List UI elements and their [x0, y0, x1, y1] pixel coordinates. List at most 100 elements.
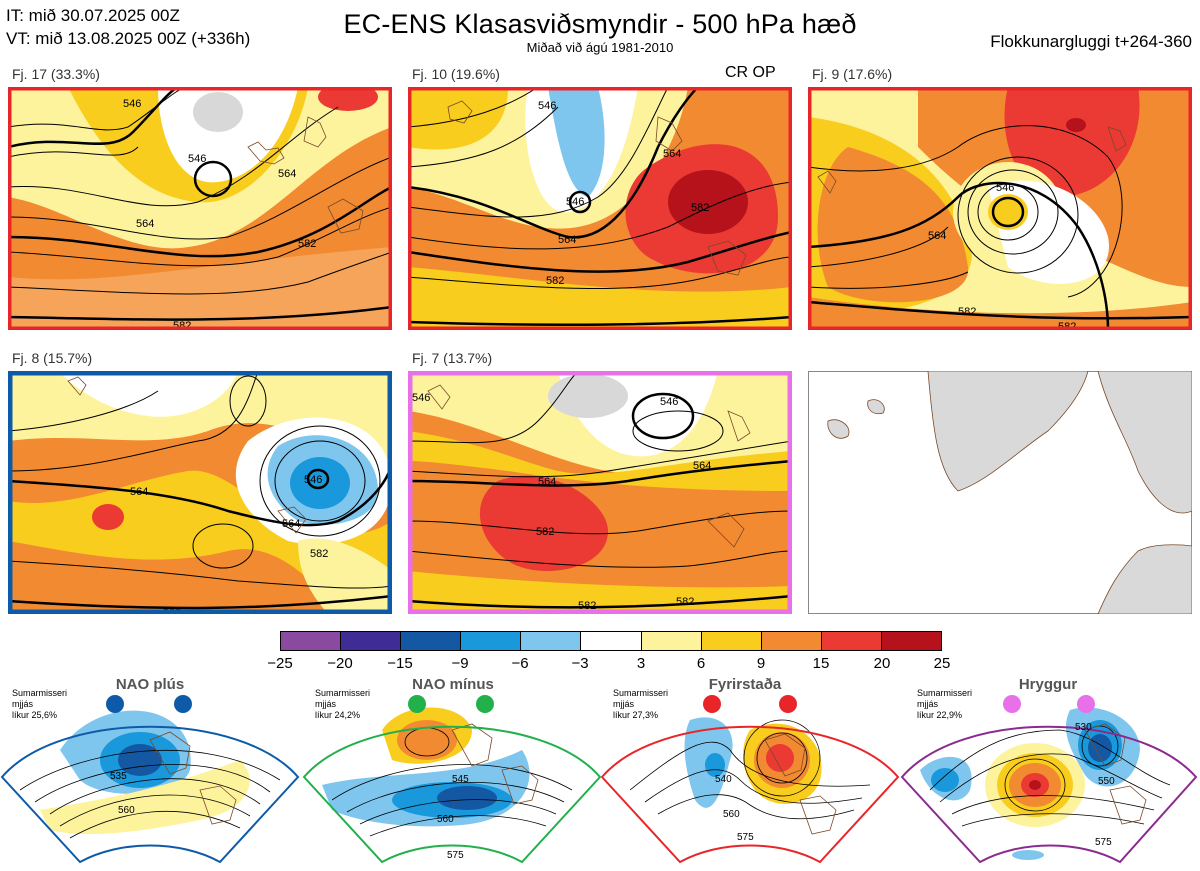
contour-label: 546	[188, 153, 206, 165]
colorbar-tick: 15	[812, 655, 830, 672]
cluster-map-3: 546 564 582 582	[808, 87, 1192, 330]
colorbar-bin	[581, 632, 642, 650]
contour-label: 546	[660, 396, 678, 408]
colorbar-tick: 9	[756, 655, 766, 672]
clustering-window: Flokkunargluggi t+264-360	[990, 32, 1192, 51]
contour-label: 564	[928, 230, 946, 242]
colorbar-tick: −6	[511, 655, 529, 672]
panel-label-5: Fj. 7 (13.7%)	[412, 350, 493, 366]
panel-label-2: Fj. 10 (19.6%)	[412, 66, 500, 82]
regime-info-3: Sumarmisseri mjjás líkur 27,3%	[613, 688, 668, 721]
colorbar-bin	[761, 632, 822, 650]
contour-label: 575	[447, 850, 464, 861]
init-time: IT: mið 30.07.2025 00Z	[6, 6, 180, 25]
regime-title-4: Hryggur	[1018, 676, 1078, 693]
contour-label: 582	[310, 548, 328, 560]
contour-label: 560	[723, 809, 740, 820]
cluster-frame-4	[8, 371, 392, 614]
regime-probability: líkur 22,9%	[917, 710, 963, 720]
contour-label: 540	[715, 774, 732, 785]
colorbar-bin	[821, 632, 882, 650]
regime-season: Sumarmisseri	[315, 688, 371, 698]
colorbar-tick: 25	[933, 655, 951, 672]
regime-map-3: 540 560 575	[600, 695, 900, 864]
contour-label: 530	[1075, 722, 1092, 733]
regime-title-3: Fyrirstaða	[708, 676, 782, 693]
regime-info-2: Sumarmisseri mjjás líkur 24,2%	[315, 688, 370, 721]
colorbar-bin	[281, 632, 342, 650]
cluster-frame-1	[8, 87, 392, 330]
colorbar-tick: 3	[636, 655, 646, 672]
regime-frame-1	[0, 725, 300, 864]
colorbar-bin	[641, 632, 702, 650]
contour-label: 564	[136, 218, 154, 230]
colorbar-tick: 20	[873, 655, 891, 672]
contour-label: 582	[298, 238, 316, 250]
contour-label: 564	[538, 476, 556, 488]
regime-marker-4	[1003, 695, 1021, 713]
colorbar-tick: −3	[571, 655, 589, 672]
cluster-map-5: 546 546 564 564 582 582 582	[408, 371, 792, 614]
contour-label: 582	[546, 275, 564, 287]
page-title: EC-ENS Klasasviðsmyndir - 500 hPa hæð	[343, 9, 857, 39]
contour-label: 575	[737, 832, 754, 843]
colorbar-bin	[341, 632, 402, 650]
contour-label: 564	[130, 486, 148, 498]
contour-label: 550	[1098, 776, 1115, 787]
cluster-map-1: 546 546 564 564 582 582	[8, 87, 392, 330]
base-map	[808, 371, 1192, 614]
contour-label: 546	[304, 474, 322, 486]
regime-frame-4	[900, 725, 1198, 864]
contour-label: 564	[278, 168, 296, 180]
contour-label: 564	[282, 518, 300, 530]
regime-smoothed: mjjás	[917, 699, 939, 709]
regime-info-4: Sumarmisseri mjjás líkur 22,9%	[917, 688, 972, 721]
colorbar-tick: −15	[387, 655, 413, 672]
panel-label-4: Fj. 8 (15.7%)	[12, 350, 93, 366]
contour-label: 582	[1058, 321, 1076, 330]
contour-label: 582	[676, 596, 694, 608]
colorbar-tick: −9	[451, 655, 469, 672]
page-subtitle: Miðað við ágú 1981-2010	[526, 40, 674, 55]
colorbar-tick: 6	[696, 655, 706, 672]
regime-season: Sumarmisseri	[613, 688, 669, 698]
regime-frame-3	[600, 725, 900, 864]
cluster-frame-3	[808, 87, 1192, 330]
panel-tag-crop: CR OP	[725, 64, 776, 81]
contour-label: 582	[173, 320, 191, 330]
regime-info-1: Sumarmisseri mjjás líkur 25,6%	[12, 688, 67, 721]
colorbar-tick: −25	[267, 655, 293, 672]
regime-probability: líkur 25,6%	[12, 710, 58, 720]
contour-label: 582	[958, 306, 976, 318]
colorbar-bin	[401, 632, 462, 650]
valid-time: VT: mið 13.08.2025 00Z (+336h)	[6, 29, 251, 48]
contour-label: 564	[693, 460, 711, 472]
contour-label: 575	[1095, 837, 1112, 848]
regime-marker-3	[703, 695, 721, 713]
panel-label-1: Fj. 17 (33.3%)	[12, 66, 100, 82]
colorbar-bin	[521, 632, 582, 650]
cluster-frame-2	[408, 87, 792, 330]
regime-probability: líkur 27,3%	[613, 710, 659, 720]
regime-marker-1	[106, 695, 124, 713]
regime-frame-2	[302, 725, 602, 864]
contour-label: 560	[437, 814, 454, 825]
regime-map-2: 545 560 575	[302, 695, 602, 864]
contour-label: 545	[452, 774, 469, 785]
header-info: IT: mið 30.07.2025 00Z VT: mið 13.08.202…	[6, 4, 250, 50]
cluster-map-4: 546 564 564 582 582	[8, 371, 392, 614]
regime-map-1: 535 560	[0, 695, 300, 864]
colorbar	[280, 631, 942, 651]
contour-label: 546	[538, 100, 556, 112]
regime-smoothed: mjjás	[613, 699, 635, 709]
cluster-frame-5	[408, 371, 792, 614]
contour-label: 546	[566, 196, 584, 208]
contour-label: 546	[412, 392, 430, 404]
contour-label: 546	[996, 182, 1014, 194]
contour-label: 546	[123, 98, 141, 110]
regime-season: Sumarmisseri	[917, 688, 973, 698]
regime-season: Sumarmisseri	[12, 688, 68, 698]
colorbar-bin	[701, 632, 762, 650]
regime-marker-4	[1077, 695, 1095, 713]
colorbar-bin	[461, 632, 522, 650]
